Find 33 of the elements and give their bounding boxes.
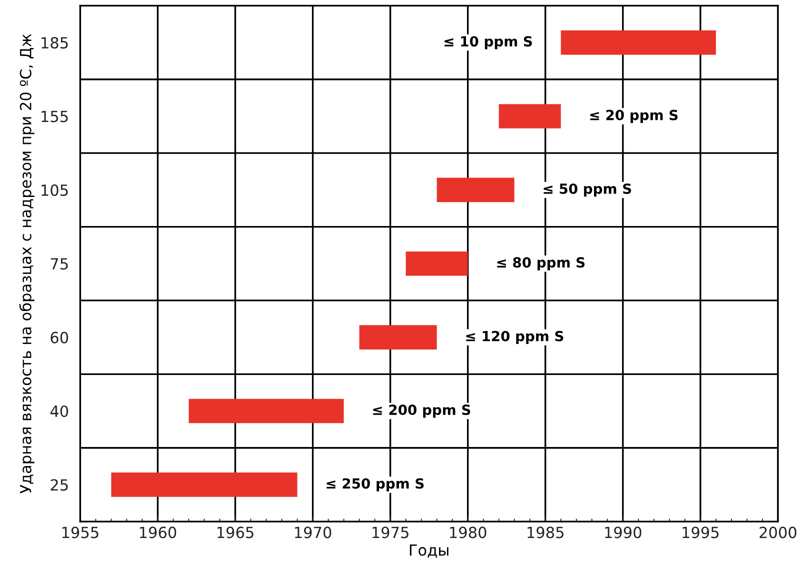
x-tick-label: 1970 — [295, 526, 332, 538]
bar — [111, 472, 298, 497]
bar — [498, 104, 561, 128]
x-axis-title: Годы — [410, 544, 448, 558]
data-label: ≤ 250 ppm S — [326, 478, 424, 492]
x-tick-label: 1975 — [372, 526, 408, 538]
x-tick-label: 2000 — [760, 526, 796, 538]
y-axis-title: Ударная вязкость на образцах с надрезом при 20 ºС, Дж — [19, 34, 34, 494]
y-tick-label: 105 — [42, 184, 68, 196]
data-label: ≤ 50 ppm S — [544, 183, 632, 197]
data-label: ≤ 80 ppm S — [497, 257, 585, 270]
data-label: ≤ 10 ppm S — [444, 36, 532, 50]
data-label: ≤ 20 ppm S — [590, 110, 678, 123]
x-tick-label: 1980 — [450, 526, 486, 538]
y-tick-label: 40 — [50, 405, 68, 418]
x-tick-label: 1965 — [217, 526, 254, 538]
bar — [560, 30, 716, 55]
y-tick-label: 25 — [50, 479, 68, 491]
bar — [359, 325, 437, 350]
x-tick-label: 1955 — [62, 526, 98, 538]
x-tick-label: 1960 — [140, 526, 176, 538]
x-tick-label: 1990 — [605, 526, 642, 538]
bar — [436, 178, 514, 202]
y-tick-label: 75 — [50, 258, 68, 270]
y-tick-label: 185 — [42, 37, 68, 49]
x-tick-label: 1995 — [682, 526, 719, 538]
bar — [406, 251, 468, 276]
bar — [188, 398, 344, 424]
data-label: ≤ 120 ppm S — [466, 330, 564, 344]
data-label: ≤ 200 ppm S — [373, 404, 470, 418]
y-tick-label: 155 — [42, 110, 68, 122]
y-tick-label: 60 — [50, 332, 68, 344]
x-tick-label: 1985 — [528, 526, 564, 538]
